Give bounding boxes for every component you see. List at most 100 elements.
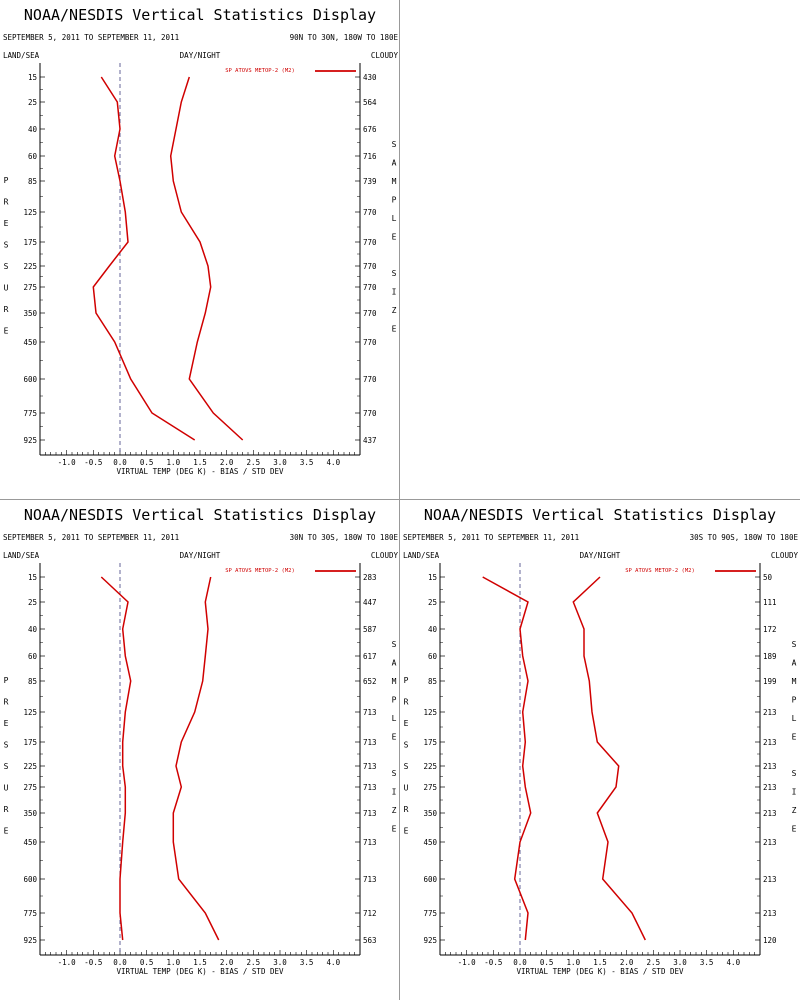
day-night-label: DAY/NIGHT <box>580 551 621 560</box>
y-axis-letter: S <box>4 241 9 250</box>
pressure-level-label: 350 <box>423 809 437 818</box>
chart-panel-tropics: NOAA/NESDIS Vertical Statistics Display S… <box>0 500 400 1000</box>
day-night-label: DAY/NIGHT <box>180 551 221 560</box>
y-axis-letter: E <box>404 719 409 728</box>
x-tick-label: 1.5 <box>193 958 207 967</box>
pressure-level-label: 25 <box>28 598 37 607</box>
sample-size-label: 213 <box>763 762 777 771</box>
y-axis-letter: R <box>404 805 409 814</box>
pressure-level-label: 15 <box>28 73 37 82</box>
pressure-level-label: 600 <box>23 375 37 384</box>
pressure-level-label: 175 <box>423 738 437 747</box>
sample-size-label: 199 <box>763 677 777 686</box>
y-axis-letter: P <box>4 176 9 185</box>
x-tick-label: -1.0 <box>458 958 477 967</box>
chart-title: NOAA/NESDIS Vertical Statistics Display <box>24 6 376 24</box>
x-tick-label: 2.0 <box>620 958 634 967</box>
y2-axis-letter: A <box>392 159 397 168</box>
sample-size-label: 50 <box>763 573 773 582</box>
pressure-level-label: 350 <box>23 809 37 818</box>
sample-size-label: 213 <box>763 809 777 818</box>
y-axis-letter: E <box>404 827 409 836</box>
pressure-level-label: 350 <box>23 309 37 318</box>
sample-size-label: 111 <box>763 598 777 607</box>
y2-axis-letter: A <box>792 659 797 668</box>
y2-axis-letter: S <box>792 640 797 649</box>
y2-axis-letter: E <box>392 733 397 742</box>
day-night-label: DAY/NIGHT <box>180 51 221 60</box>
y2-axis-letter: S <box>392 640 397 649</box>
x-tick-label: -0.5 <box>84 958 102 967</box>
series-line-std_dev <box>572 576 646 941</box>
x-tick-label: 2.0 <box>220 958 234 967</box>
blank-panel <box>400 0 800 500</box>
y2-axis-letter: S <box>792 769 797 778</box>
x-tick-label: 0.5 <box>140 958 154 967</box>
land-sea-label: LAND/SEA <box>403 551 440 560</box>
pressure-level-label: 225 <box>23 762 37 771</box>
y-axis-letter: S <box>404 762 409 771</box>
y2-axis-letter: S <box>392 769 397 778</box>
pressure-level-label: 125 <box>23 208 37 217</box>
x-tick-label: 2.5 <box>247 458 261 467</box>
x-axis-label: VIRTUAL TEMP (DEG K) - BIAS / STD DEV <box>116 467 284 476</box>
chart-svg: NOAA/NESDIS Vertical Statistics Display S… <box>403 506 798 976</box>
y-axis-letter: S <box>404 741 409 750</box>
y-axis-letter: R <box>404 698 409 707</box>
sample-size-label: 564 <box>363 98 377 107</box>
x-tick-label: 0.0 <box>113 458 127 467</box>
chart-panel-south: NOAA/NESDIS Vertical Statistics Display S… <box>400 500 800 1000</box>
vertical-divider <box>399 0 400 1000</box>
y-axis-letter: E <box>4 327 9 336</box>
sample-size-label: 587 <box>363 625 377 634</box>
pressure-level-label: 125 <box>423 708 437 717</box>
sample-size-label: 739 <box>363 177 377 186</box>
pressure-level-label: 60 <box>428 652 438 661</box>
region-label: 90N TO 30N, 180W TO 180E <box>290 33 399 42</box>
x-tick-label: 1.5 <box>593 958 607 967</box>
pressure-level-label: 450 <box>23 338 37 347</box>
date-range: SEPTEMBER 5, 2011 TO SEPTEMBER 11, 2011 <box>3 533 179 542</box>
y2-axis-letter: S <box>392 140 397 149</box>
sample-size-label: 120 <box>763 936 777 945</box>
pressure-level-label: 125 <box>23 708 37 717</box>
sample-size-label: 770 <box>363 283 377 292</box>
sample-size-label: 770 <box>363 375 377 384</box>
sample-size-label: 713 <box>363 809 377 818</box>
y-axis-letter: R <box>4 198 9 207</box>
pressure-level-label: 175 <box>23 238 37 247</box>
y2-axis-letter: I <box>392 788 397 797</box>
pressure-level-label: 925 <box>23 436 37 445</box>
x-tick-label: 3.5 <box>700 958 714 967</box>
y-axis-letter: E <box>4 219 9 228</box>
y-axis-letter: P <box>4 676 9 685</box>
x-tick-label: 4.0 <box>327 458 341 467</box>
x-tick-label: 3.5 <box>300 458 314 467</box>
x-tick-label: 2.5 <box>247 958 261 967</box>
sample-size-label: 676 <box>363 125 377 134</box>
pressure-level-label: 600 <box>23 875 37 884</box>
y2-axis-letter: L <box>392 214 397 223</box>
y2-axis-letter: M <box>392 177 397 186</box>
x-tick-label: 4.0 <box>327 958 341 967</box>
sample-size-label: 770 <box>363 238 377 247</box>
y-axis-letter: S <box>4 741 9 750</box>
sample-size-label: 447 <box>363 598 377 607</box>
y2-axis-letter: P <box>392 696 397 705</box>
date-range: SEPTEMBER 5, 2011 TO SEPTEMBER 11, 2011 <box>403 533 579 542</box>
pressure-level-label: 450 <box>423 838 437 847</box>
sample-size-label: 713 <box>363 762 377 771</box>
y2-axis-letter: Z <box>392 806 397 815</box>
pressure-level-label: 275 <box>23 783 37 792</box>
sample-size-label: 213 <box>763 909 777 918</box>
pressure-level-label: 25 <box>28 98 37 107</box>
region-label: 30N TO 30S, 180W TO 180E <box>290 533 399 542</box>
sample-size-label: 713 <box>363 875 377 884</box>
x-tick-label: 1.0 <box>167 458 181 467</box>
y2-axis-letter: M <box>392 677 397 686</box>
pressure-level-label: 775 <box>23 409 37 418</box>
chart-svg: NOAA/NESDIS Vertical Statistics Display S… <box>3 6 399 476</box>
x-axis-label: VIRTUAL TEMP (DEG K) - BIAS / STD DEV <box>516 967 684 976</box>
chart-svg: NOAA/NESDIS Vertical Statistics Display S… <box>3 506 399 976</box>
cloudy-label: CLOUDY <box>371 551 399 560</box>
